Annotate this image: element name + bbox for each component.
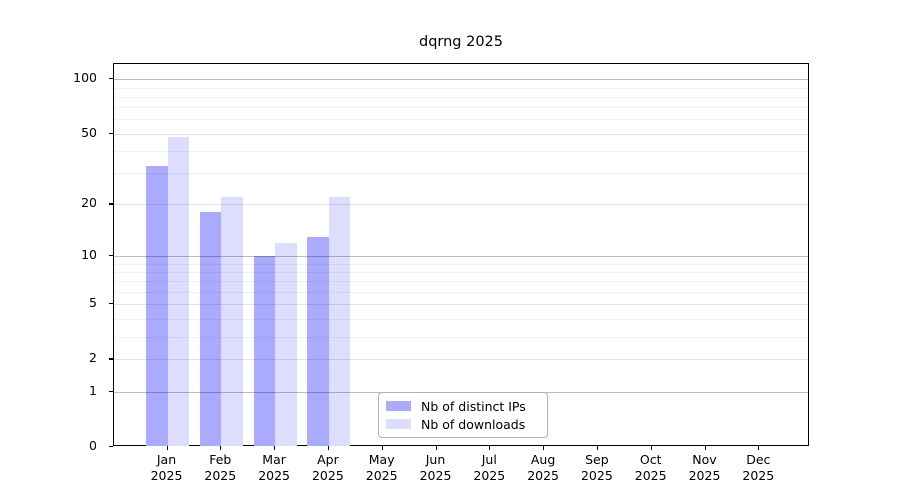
legend-entry-downloads: Nb of downloads [386, 417, 540, 432]
gridline-y-100 [114, 79, 808, 81]
gridline-y-40 [114, 151, 808, 153]
x-tick-mark-dec [758, 446, 760, 450]
chart-title: dqrng 2025 [418, 34, 504, 50]
x-tick-mark-sep [596, 446, 599, 450]
legend-label: Nb of downloads [421, 416, 526, 432]
gridline-y-4 [114, 318, 808, 320]
y-tick-label-5: 5 [89, 295, 97, 311]
y-tick-label-0: 0 [89, 438, 97, 453]
x-tick-label-mar: Mar 2025 [258, 452, 290, 483]
gridline-y-7 [114, 281, 808, 283]
bar-feb-downloads [221, 197, 243, 446]
x-tick-mark-may [381, 446, 383, 450]
y-tick-mark-50 [109, 132, 113, 134]
bar-mar-distinct-ips [253, 255, 276, 446]
gridline-y-60 [114, 119, 808, 121]
gridline-y-50 [114, 133, 808, 135]
legend-swatch [386, 401, 411, 411]
bar-mar-downloads [275, 242, 297, 446]
x-tick-mark-jun [435, 446, 437, 450]
y-tick-mark-20 [109, 203, 113, 205]
y-tick-mark-0 [109, 446, 113, 448]
x-tick-label-apr: Apr 2025 [311, 452, 344, 483]
gridline-y-70 [114, 107, 808, 109]
bar-apr-downloads [328, 197, 351, 446]
x-tick-label-jan: Jan 2025 [150, 452, 183, 483]
x-tick-label-aug: Aug 2025 [527, 452, 559, 483]
legend: Nb of distinct IPs Nb of downloads [378, 392, 548, 438]
x-tick-mark-oct [650, 446, 652, 450]
y-tick-mark-10 [109, 254, 113, 257]
x-tick-mark-jul [489, 446, 491, 450]
bar-jan-downloads [167, 136, 189, 446]
x-tick-mark-jan [166, 446, 168, 450]
y-tick-label-1: 1 [89, 382, 97, 398]
legend-entry-distinct-ips: Nb of distinct IPs [386, 399, 540, 414]
y-tick-label-2: 2 [89, 350, 97, 366]
y-tick-label-20: 20 [81, 195, 97, 211]
y-tick-label-10: 10 [81, 246, 97, 262]
y-tick-mark-1 [109, 390, 113, 392]
legend-label: Nb of distinct IPs [421, 398, 526, 414]
x-tick-mark-apr [327, 446, 330, 450]
y-tick-label-100: 100 [73, 70, 97, 86]
gridline-y-3 [114, 336, 808, 338]
gridline-y-20 [114, 204, 808, 206]
x-tick-label-jul: Jul 2025 [473, 452, 506, 483]
bar-jan-distinct-ips [146, 166, 168, 446]
gridline-y-8 [114, 271, 808, 273]
y-tick-mark-2 [109, 358, 113, 360]
gridline-y-5 [114, 304, 808, 306]
x-tick-label-dec: Dec 2025 [742, 452, 775, 483]
y-tick-mark-100 [109, 78, 113, 80]
gridline-y-30 [114, 173, 808, 175]
gridline-y-10 [114, 255, 808, 257]
x-tick-mark-aug [543, 446, 545, 450]
bar-apr-distinct-ips [307, 236, 329, 446]
x-tick-label-may: May 2025 [365, 452, 398, 483]
y-tick-label-50: 50 [81, 124, 97, 140]
y-tick-mark-5 [109, 303, 113, 305]
gridline-y-6 [114, 291, 808, 293]
plot-area [113, 63, 809, 446]
x-tick-label-oct: Oct 2025 [634, 452, 667, 483]
gridline-y-80 [114, 96, 808, 98]
gridline-y-2 [114, 359, 808, 361]
legend-swatch [386, 419, 411, 429]
bar-feb-distinct-ips [199, 212, 222, 446]
gridline-y-9 [114, 263, 808, 265]
gridline-y-90 [114, 87, 808, 89]
x-tick-label-nov: Nov 2025 [688, 452, 721, 483]
x-tick-mark-mar [274, 446, 276, 450]
x-tick-label-feb: Feb 2025 [204, 452, 237, 483]
x-tick-mark-feb [220, 446, 222, 450]
x-tick-label-sep: Sep 2025 [580, 452, 613, 483]
x-tick-mark-nov [704, 446, 706, 450]
x-tick-label-jun: Jun 2025 [419, 452, 452, 483]
